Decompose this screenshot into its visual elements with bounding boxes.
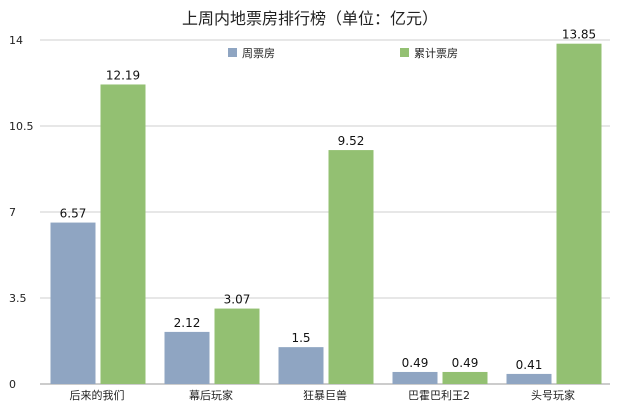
data-label: 13.85 [562,28,596,42]
bar-weekly [164,331,210,384]
data-label: 1.5 [291,331,310,345]
data-label: 12.19 [106,68,140,82]
y-tick-label: 7 [9,206,16,219]
data-label: 6.57 [60,207,87,221]
x-axis-categories: 后来的我们 幕后玩家 狂暴巨兽 巴霍巴利王2 头号玩家 [70,388,576,402]
bar-weekly [506,373,552,384]
bar-weekly [50,222,96,384]
data-labels: 6.57 12.19 2.12 3.07 1.5 9.52 0.49 0.49 0.41 13.8… [60,28,597,372]
legend-swatch [400,48,409,57]
legend: 周票房 累计票房 [228,47,458,60]
bars [50,43,602,384]
bar-weekly [392,371,438,384]
category-label: 巴霍巴利王2 [408,389,470,402]
category-label: 幕后玩家 [189,388,233,402]
data-label: 9.52 [338,134,365,148]
bar-cumulative [328,150,374,384]
y-tick-label: 14 [9,34,23,47]
data-label: 0.49 [452,356,479,370]
legend-label: 累计票房 [414,47,458,60]
bar-weekly [278,347,324,384]
bar-cumulative [100,84,146,384]
bar-cumulative [442,371,488,384]
category-label: 头号玩家 [531,388,575,402]
data-label: 0.49 [402,356,429,370]
data-label: 2.12 [174,316,201,330]
legend-swatch [228,48,237,57]
bar-cumulative [556,43,602,384]
bar-cumulative [214,308,260,384]
category-label: 狂暴巨兽 [303,388,347,402]
chart-title: 上周内地票房排行榜（单位：亿元） [182,9,438,28]
y-tick-label: 0 [9,378,16,391]
legend-label: 周票房 [242,47,275,60]
category-label: 后来的我们 [70,388,125,402]
y-axis-ticks: 0 3.5 7 10.5 14 [9,34,34,391]
data-label: 0.41 [516,358,543,372]
y-tick-label: 3.5 [9,292,27,305]
y-tick-label: 10.5 [9,120,34,133]
data-label: 3.07 [224,293,251,307]
